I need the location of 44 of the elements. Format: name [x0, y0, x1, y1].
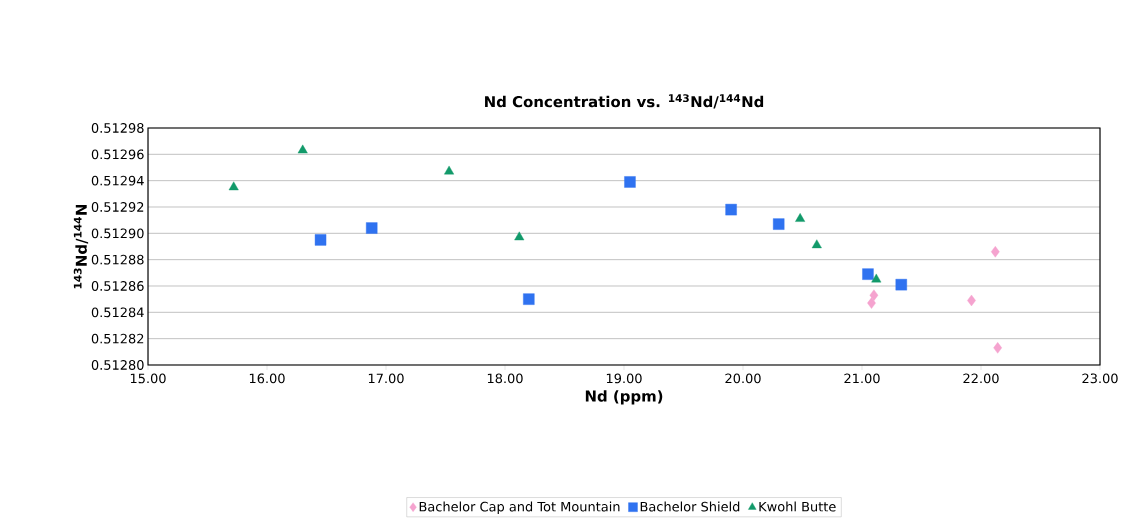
x-axis-title: Nd (ppm) [585, 390, 663, 405]
y-tick-label: 0.51296 [91, 149, 144, 160]
y-tick-label: 0.51280 [91, 360, 144, 370]
point [990, 246, 1000, 258]
x-tick-label: 18.00 [487, 373, 523, 384]
y-tick-label: 0.51292 [91, 202, 144, 212]
point [314, 234, 327, 246]
y-tick-label: 0.51294 [91, 175, 144, 186]
y-axis-title: $^{143}$Nd/$^{144}$N [73, 204, 89, 289]
x-tick-label: 15.00 [130, 373, 166, 384]
x-tick-label: 20.00 [725, 373, 761, 384]
point [725, 203, 737, 216]
y-tick-label: 0.51282 [91, 333, 144, 344]
point [297, 144, 308, 154]
point [811, 239, 822, 249]
point [993, 342, 1002, 354]
y-tick-label: 0.51290 [91, 228, 144, 239]
point [624, 176, 636, 188]
y-tick-label: 0.51298 [91, 123, 144, 133]
x-tick-label: 19.00 [606, 373, 642, 384]
point [444, 165, 455, 175]
chart-title: Nd Concentration vs. $^{143}$Nd/$^{144}$Nd [485, 94, 764, 109]
point [862, 268, 874, 280]
x-tick-label: 21.00 [844, 373, 880, 384]
legend-label: Bachelor Shield [640, 501, 740, 512]
point [871, 273, 882, 283]
point [773, 218, 785, 230]
y-tick-label: 0.51286 [91, 281, 144, 291]
point [895, 278, 907, 291]
x-tick-label: 17.00 [368, 373, 404, 384]
point [366, 222, 378, 234]
x-tick-label: 16.00 [249, 373, 285, 384]
legend-label: Kwohl Butte [759, 501, 836, 512]
y-tick-label: 0.51284 [91, 307, 144, 318]
point [514, 231, 525, 241]
point [523, 293, 535, 305]
x-tick-label: 22.00 [963, 373, 999, 384]
point [795, 213, 806, 222]
x-tick-label: 23.00 [1082, 373, 1118, 384]
y-tick-label: 0.51288 [91, 254, 144, 265]
point [867, 297, 876, 309]
point [869, 289, 879, 301]
point [228, 181, 239, 191]
legend-label: Bachelor Cap and Tot Mountain [419, 501, 620, 515]
